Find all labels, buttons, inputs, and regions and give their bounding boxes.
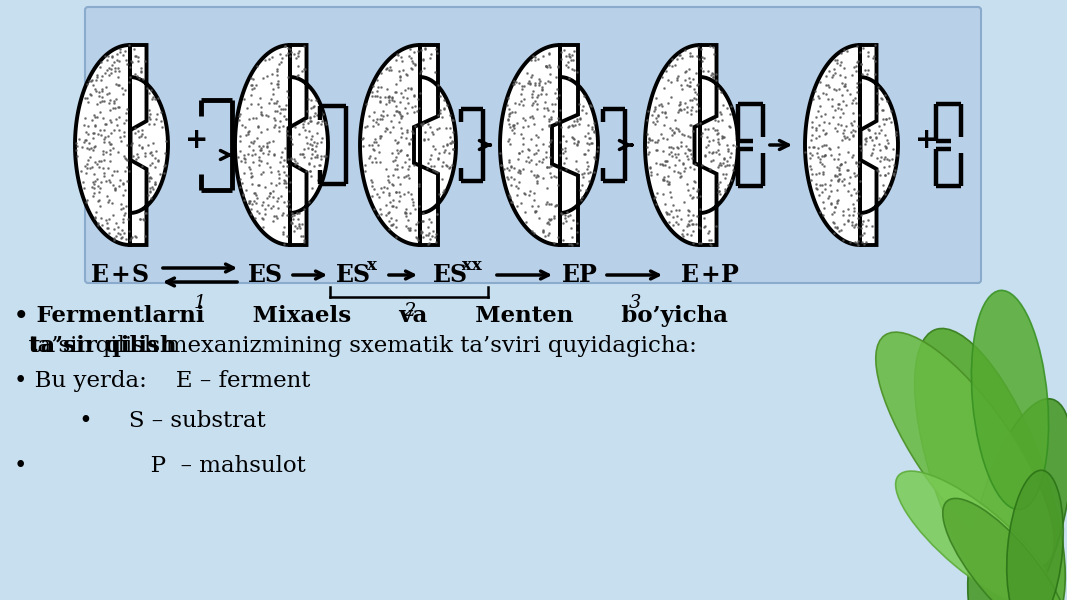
Polygon shape [360, 45, 456, 245]
Polygon shape [646, 45, 738, 245]
Text: 3: 3 [628, 294, 641, 312]
Polygon shape [500, 45, 598, 245]
Text: EP: EP [562, 263, 598, 287]
Ellipse shape [971, 290, 1049, 509]
Text: ta’sir qilish: ta’sir qilish [14, 335, 177, 357]
Text: •                 P  – mahsulot: • P – mahsulot [14, 455, 306, 477]
Text: +: + [110, 263, 130, 287]
Text: ES: ES [432, 263, 467, 287]
Text: E: E [91, 263, 109, 287]
Text: S: S [131, 263, 148, 287]
Text: ES: ES [248, 263, 283, 287]
Ellipse shape [876, 332, 1054, 568]
Text: 1: 1 [194, 294, 206, 312]
Text: • Bu yerda:    E – ferment: • Bu yerda: E – ferment [14, 370, 310, 392]
Text: •     S – substrat: • S – substrat [14, 410, 266, 432]
Text: +: + [700, 263, 720, 287]
Text: ta’sir qilish mexanizmining sxematik ta’sviri quyidagicha:: ta’sir qilish mexanizmining sxematik ta’… [14, 335, 697, 357]
Ellipse shape [1007, 470, 1064, 600]
Text: P: P [721, 263, 739, 287]
Text: x: x [367, 257, 377, 275]
Text: xx: xx [462, 257, 482, 275]
Polygon shape [75, 45, 168, 245]
Text: E: E [681, 263, 699, 287]
Text: +: + [915, 126, 939, 154]
Text: • Fermentlarni      Mixaels      va      Menten      bo’yicha: • Fermentlarni Mixaels va Menten bo’yich… [14, 305, 728, 327]
Text: 2: 2 [403, 302, 415, 320]
Text: ES: ES [335, 263, 370, 287]
Ellipse shape [943, 499, 1067, 600]
Ellipse shape [895, 471, 1054, 600]
Ellipse shape [968, 399, 1067, 600]
Text: +: + [186, 126, 209, 154]
Ellipse shape [914, 328, 1065, 600]
Polygon shape [805, 45, 898, 245]
Polygon shape [235, 45, 328, 245]
FancyBboxPatch shape [85, 7, 981, 283]
